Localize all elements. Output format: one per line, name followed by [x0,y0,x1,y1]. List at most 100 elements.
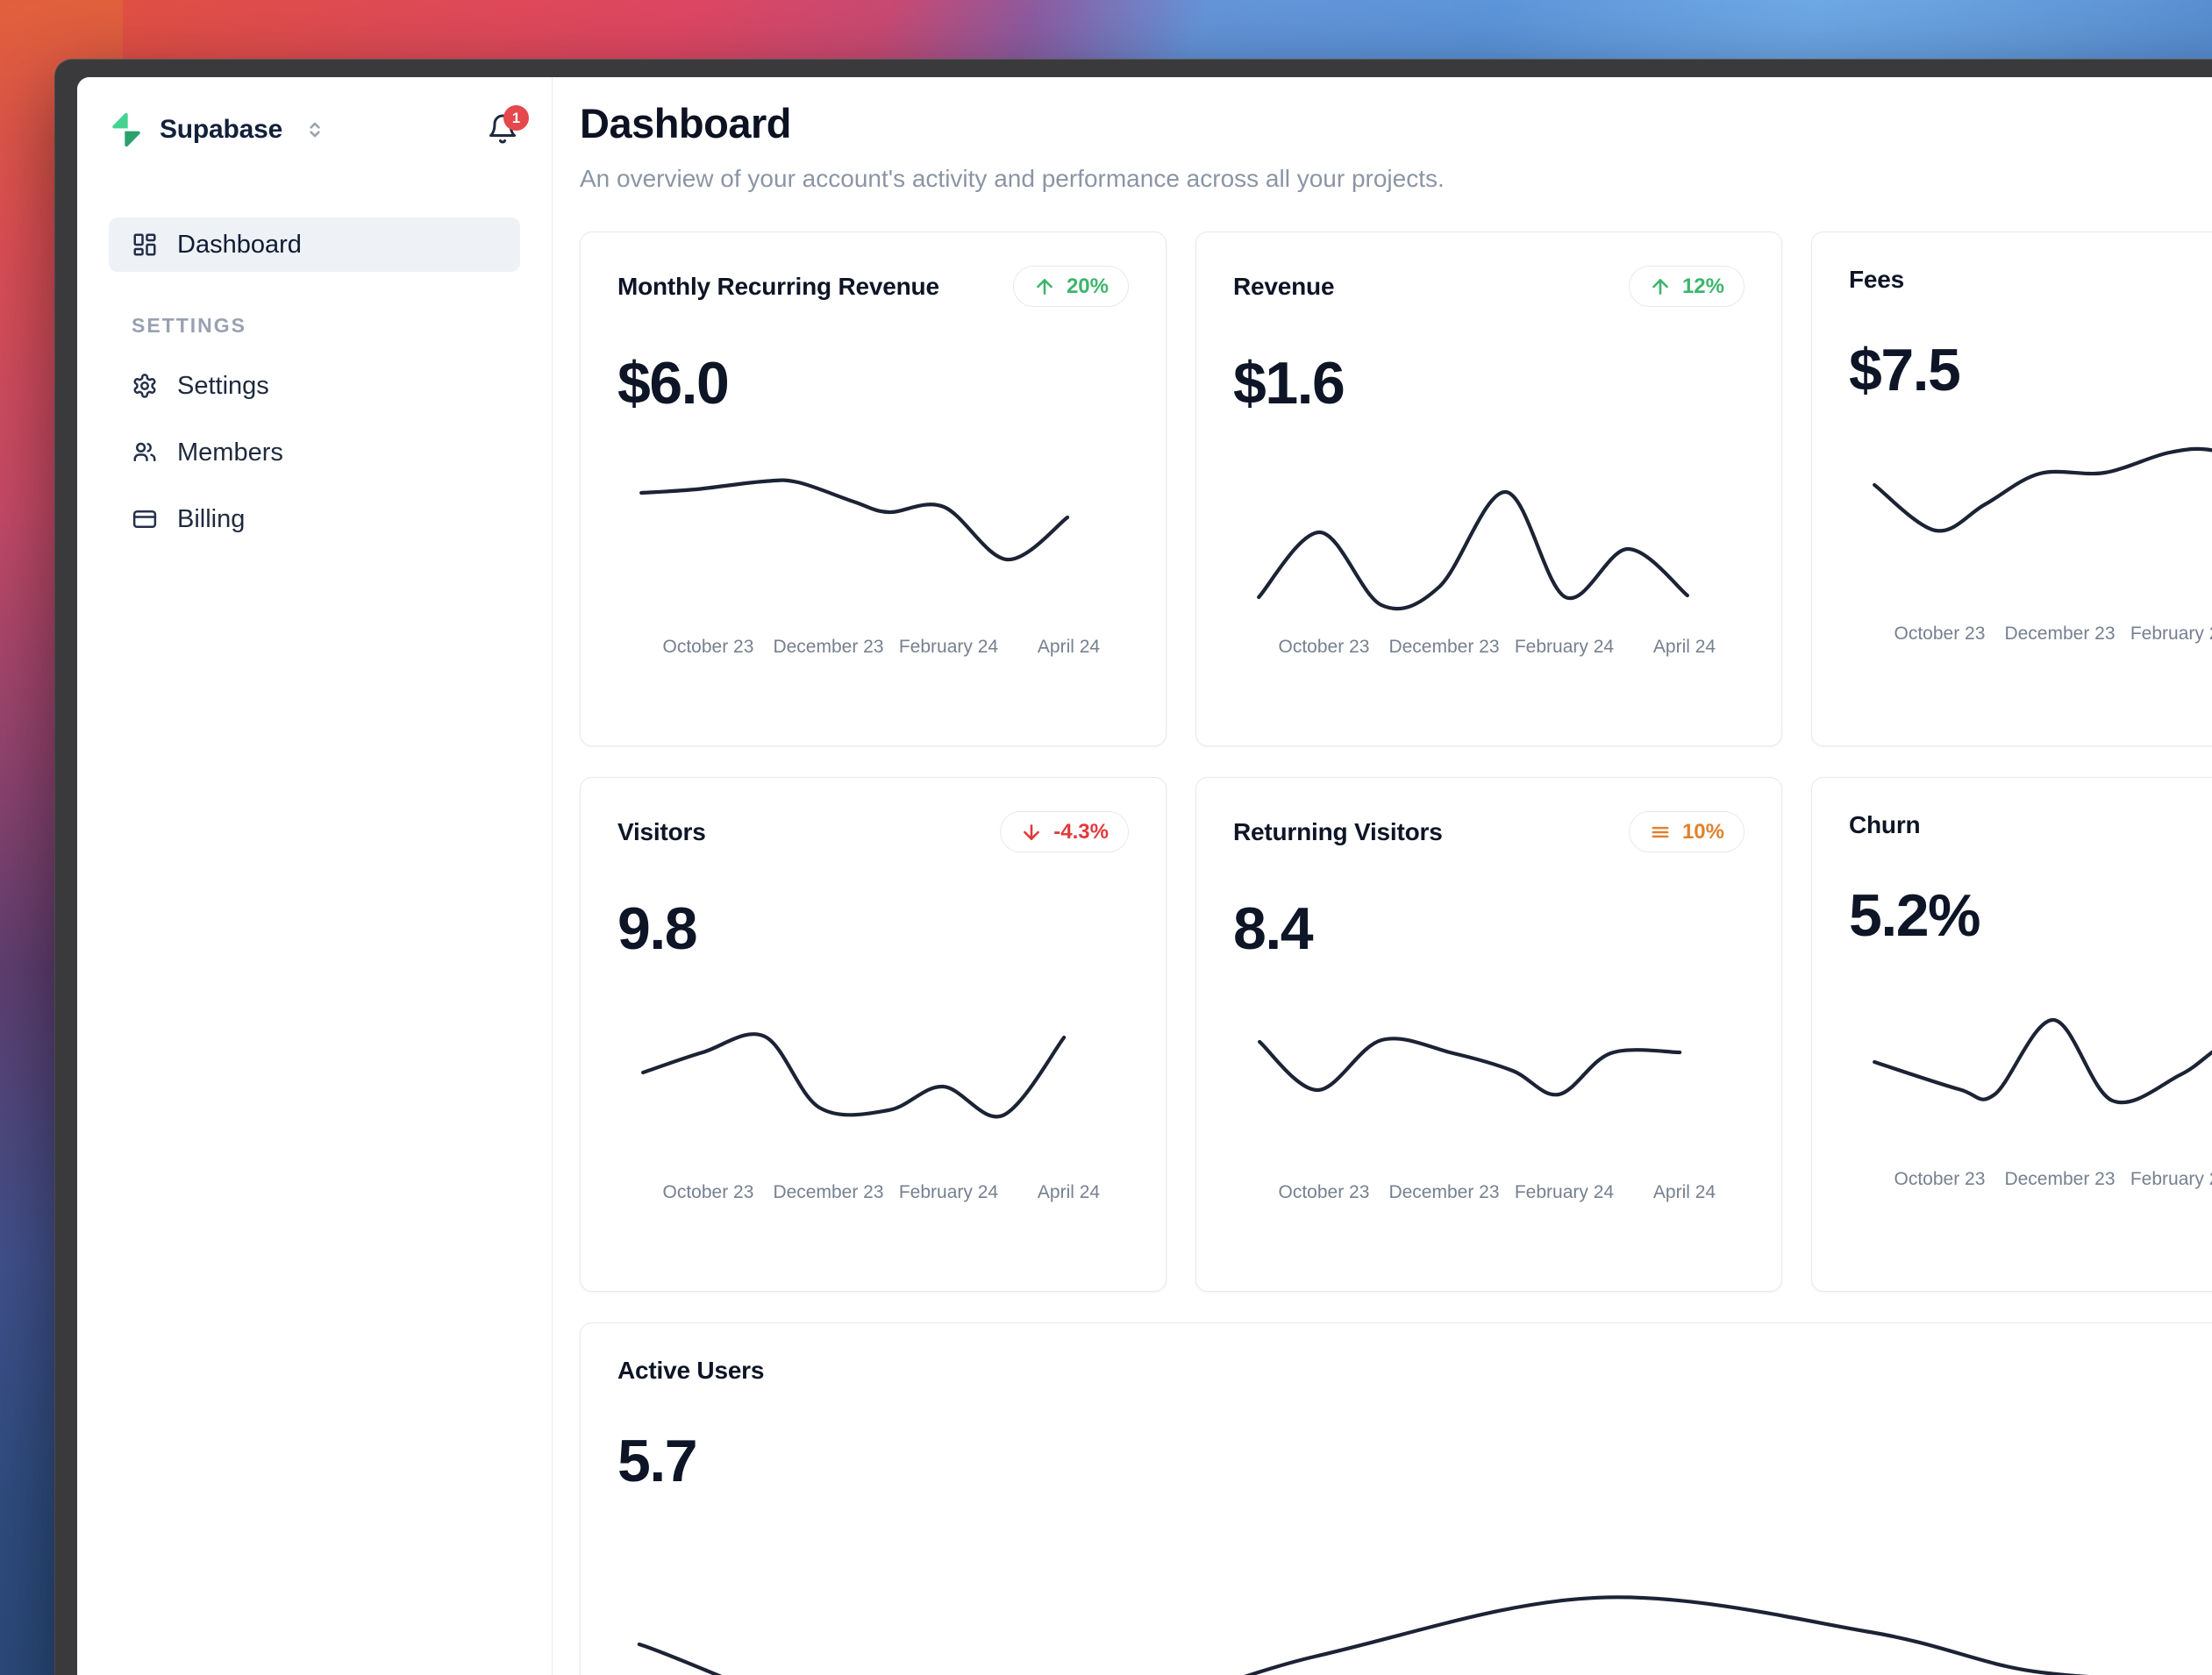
app-content: Supabase 1 [77,77,2212,1675]
sidebar-header: Supabase 1 [109,105,529,147]
nav-label: Dashboard [177,230,302,259]
sparkline-chart [1849,443,2212,618]
trend-badge-label: 12% [1681,274,1724,298]
main-content: Dashboard An overview of your account's … [553,77,2212,1675]
trend-badge-label: 10% [1681,819,1724,844]
app-window: Supabase 1 [54,59,2212,1675]
x-axis-labels: October 23 December 23 February 24 April 24 [1233,637,1745,658]
arrow-down-icon [1024,823,1040,840]
card-header: Fees [1849,266,2212,294]
trend-badge: -4.3% [1000,811,1129,852]
card-header: Revenue 12% [1233,266,1745,307]
sidebar-item-settings[interactable]: Settings [109,359,520,413]
dashboard-grid-icon [133,233,156,256]
metric-card-churn: Churn 5.2% October 23 December 23 February 2… [1811,777,2212,1292]
credit-card-icon [132,510,157,528]
workspace-switcher[interactable]: Supabase [109,112,326,147]
trend-badge: 20% [1012,266,1129,307]
card-value: $6.0 [617,350,730,417]
sidebar-nav: Dashboard SETTINGS Settings [109,217,520,546]
sparkline-chart [1849,988,2212,1164]
gear-icon [133,374,156,398]
metric-card-revenue: Revenue 12% $1.6 October 23 December 23 Febru… [1195,232,1782,746]
x-axis-labels: October 23 December 23 February 24 April 24 [617,637,1129,658]
arrow-up-icon [1652,278,1668,295]
sparkline-chart [617,1001,1129,1177]
trend-badge: 10% [1628,811,1745,852]
card-header: Visitors -4.3% [617,811,1129,852]
page-subtitle: An overview of your account's activity a… [580,165,1445,192]
metric-card-fees: Fees $7.5 October 23 December 23 February 24… [1811,232,2212,746]
nav-label: Members [177,438,283,467]
x-axis-label: October 23 [662,1182,754,1203]
metric-card-returning-visitors: Returning Visitors 10% 8.4 October 23 Decemb… [1195,777,1782,1292]
x-axis-labels: October 23 December 23 February 24 April 24 [1233,1182,1745,1203]
x-axis-label: April 24 [1652,637,1716,658]
trend-badge-label: 20% [1066,274,1109,298]
x-axis-label: February 24 [898,1182,999,1203]
cards-grid: Monthly Recurring Revenue 20% $6.0 October … [580,232,2212,1675]
sidebar-item-billing[interactable]: Billing [109,492,520,546]
nav-label: Settings [177,371,269,400]
x-axis-label: October 23 [1894,1169,1986,1190]
card-value: 9.8 [617,895,698,962]
card-value: $7.5 [1849,337,1961,403]
trend-badge: 12% [1628,266,1745,307]
arrow-up-icon [1037,278,1052,295]
x-axis-label: October 23 [1278,1182,1370,1203]
sparkline-chart [617,1534,2212,1675]
x-axis-label: February 24 [898,637,999,658]
sidebar-item-members[interactable]: Members [109,425,520,480]
card-header: Monthly Recurring Revenue 20% [617,266,1129,307]
card-value: $1.6 [1233,350,1345,417]
card-value: 5.7 [617,1428,698,1494]
x-axis-label: February 24 [1514,637,1615,658]
sparkline-chart [1233,456,1745,631]
x-axis-label: April 24 [1652,1182,1716,1203]
metric-card-visitors: Visitors -4.3% 9.8 October 23 December 23 Feb… [580,777,1167,1292]
sparkline-chart [1233,1001,1745,1177]
x-axis-label: December 23 [773,637,884,658]
x-axis-label: December 23 [1388,1182,1500,1203]
x-axis-label: December 23 [1388,637,1500,658]
x-axis-label: February 24 [2130,624,2212,645]
trend-badge-label: -4.3% [1053,819,1109,844]
card-title: Monthly Recurring Revenue [617,272,939,300]
x-axis-label: October 23 [662,637,754,658]
card-header: Churn [1849,811,2212,839]
sidebar-item-dashboard[interactable]: Dashboard [109,217,520,272]
card-title: Returning Visitors [1233,817,1443,845]
card-header: Returning Visitors 10% [1233,811,1745,852]
brand-name: Supabase [160,115,283,144]
sidebar: Supabase 1 [77,77,553,1675]
x-axis-label: December 23 [2004,624,2116,645]
settings-section-label: SETTINGS [132,314,247,337]
x-axis-label: December 23 [773,1182,884,1203]
card-title: Visitors [617,817,706,845]
supabase-logo-icon [112,112,140,147]
chevron-up-down-icon [310,122,320,138]
card-title: Active Users [617,1357,765,1384]
x-axis-label: April 24 [1037,637,1101,658]
x-axis-label: December 23 [2004,1169,2116,1190]
nav-label: Billing [177,504,246,533]
card-title: Churn [1849,811,1921,838]
card-value: 5.2% [1849,882,1981,949]
x-axis-label: February 24 [1514,1182,1615,1203]
users-icon [133,442,156,461]
card-title: Revenue [1233,272,1335,300]
x-axis-label: October 23 [1278,637,1370,658]
menu-lines-icon [1652,826,1669,838]
notifications-button[interactable]: 1 [485,105,529,147]
x-axis-label: February 24 [2130,1169,2212,1190]
x-axis-label: April 24 [1037,1182,1101,1203]
page-title: Dashboard [580,100,792,146]
card-value: 8.4 [1233,895,1314,962]
metric-card-active-users: Active Users 5.7 [580,1322,2212,1675]
metric-card-monthly-recurring-revenue: Monthly Recurring Revenue 20% $6.0 October … [580,232,1167,746]
sparkline-chart [617,456,1129,631]
card-title: Fees [1849,266,1905,293]
